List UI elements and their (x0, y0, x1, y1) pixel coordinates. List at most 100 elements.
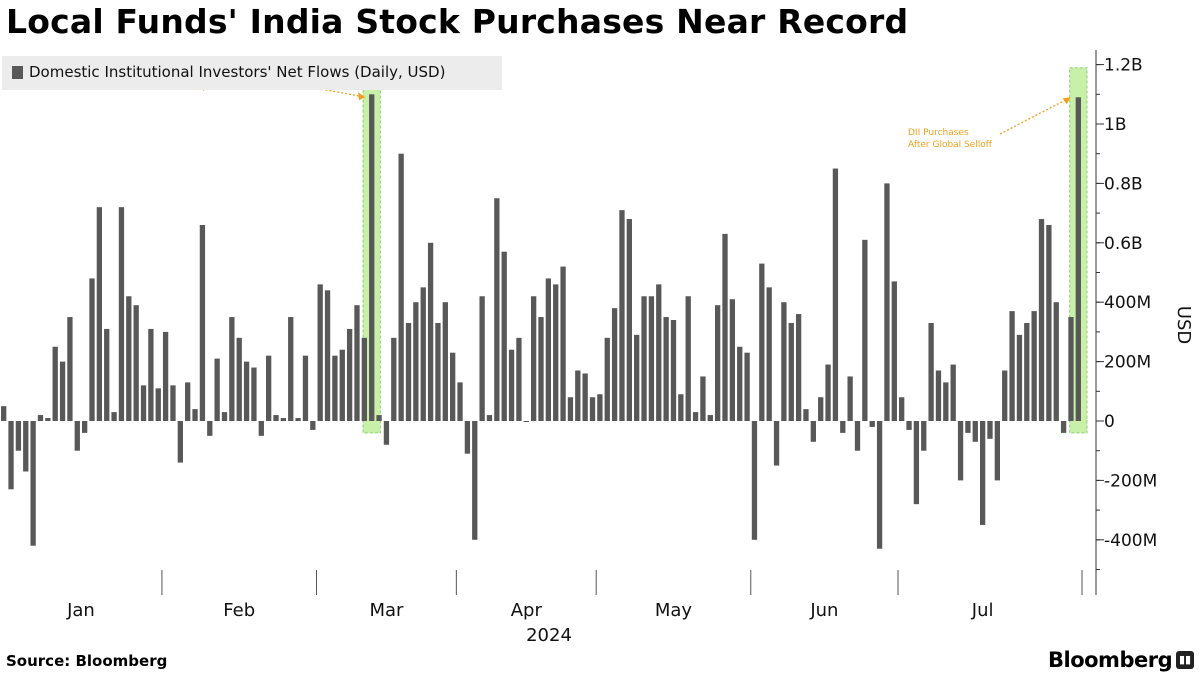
bar (523, 421, 529, 422)
bar (656, 284, 662, 421)
bar (1068, 317, 1074, 421)
bar (700, 376, 706, 421)
y-tick-label: 200M (1104, 353, 1151, 373)
bar (111, 412, 117, 421)
bars (1, 94, 1081, 549)
bar (560, 266, 566, 421)
bar (884, 183, 890, 421)
bar (950, 364, 956, 421)
bar (391, 337, 397, 421)
bar (1016, 334, 1023, 421)
bar (420, 287, 426, 421)
bar (427, 242, 434, 421)
bar (89, 278, 95, 421)
bar (972, 421, 978, 442)
bar (604, 337, 610, 421)
bar (280, 418, 287, 421)
bar (825, 364, 831, 421)
bar (891, 281, 897, 421)
bar (405, 322, 412, 421)
bar (23, 421, 29, 472)
annotations: selloff in small-cap stocksDII Purchases… (124, 81, 1071, 150)
bar (199, 224, 206, 421)
month-label: Feb (223, 600, 255, 621)
x-axis: Jan Feb Mar Apr May Jun Jul (66, 570, 1083, 621)
bar (251, 367, 257, 421)
bar (641, 296, 647, 421)
bar (332, 355, 338, 421)
bar (751, 421, 758, 540)
bar (398, 153, 404, 421)
bar (450, 352, 456, 421)
bar (501, 251, 507, 421)
bar (369, 94, 375, 422)
bar (553, 284, 559, 421)
bar (413, 302, 419, 421)
annotation-arrow (261, 81, 366, 98)
bar (832, 168, 839, 421)
bar (229, 317, 235, 421)
bar (486, 415, 493, 421)
y-tick-label: 0.6B (1104, 234, 1143, 254)
bar (104, 328, 110, 421)
bar (126, 296, 132, 421)
month-label: Jul (971, 600, 994, 621)
bar (288, 317, 294, 421)
y-axis-title: USD (1173, 306, 1194, 344)
y-tick-label: -200M (1104, 471, 1157, 491)
bar (472, 421, 478, 540)
bar (8, 421, 14, 490)
bar (634, 334, 640, 421)
bar (302, 355, 309, 421)
bar (435, 322, 441, 421)
bar (685, 296, 691, 421)
month-label: Jan (66, 600, 95, 621)
bar (310, 421, 316, 430)
bar (766, 287, 772, 421)
y-axis: 1.2B 1B 0.8B 0.6B 400M 200M 0 -200M -400M (1095, 50, 1157, 595)
y-tick-label: 400M (1104, 293, 1151, 313)
bar (759, 263, 765, 421)
bar (663, 317, 669, 421)
bar (185, 382, 191, 421)
bar (692, 412, 699, 421)
bar (626, 219, 632, 421)
bar (155, 388, 161, 421)
bar (170, 385, 176, 421)
bar (118, 207, 125, 421)
bar (943, 382, 949, 421)
month-label: May (655, 600, 693, 621)
bar (442, 302, 448, 421)
bar (795, 314, 802, 421)
y-tick-label: 0.8B (1104, 174, 1143, 194)
bar (1046, 224, 1052, 421)
bar (346, 328, 353, 421)
bar (854, 421, 861, 451)
bar (913, 421, 920, 505)
bar (516, 337, 522, 421)
bar (266, 355, 272, 421)
y-tick-label: 1.2B (1104, 56, 1143, 76)
bar (567, 397, 574, 421)
bar (862, 239, 868, 421)
bar (494, 198, 500, 421)
bar (258, 421, 264, 436)
bar (1053, 302, 1059, 421)
bar (273, 415, 279, 421)
bar (96, 207, 103, 421)
bar (928, 322, 934, 421)
bar (715, 305, 721, 421)
bar (670, 320, 677, 421)
source-note: Source: Bloomberg (6, 652, 168, 670)
bar (1024, 322, 1030, 421)
bar (1060, 421, 1067, 433)
bar (52, 346, 58, 421)
legend-label: Domestic Institutional Investors' Net Fl… (29, 63, 446, 81)
annotation-arrowhead (358, 92, 366, 101)
bar (1038, 219, 1045, 421)
bar (979, 421, 986, 525)
bar (575, 370, 581, 421)
bar (1031, 311, 1037, 421)
bar (538, 317, 544, 421)
bar (214, 358, 220, 421)
